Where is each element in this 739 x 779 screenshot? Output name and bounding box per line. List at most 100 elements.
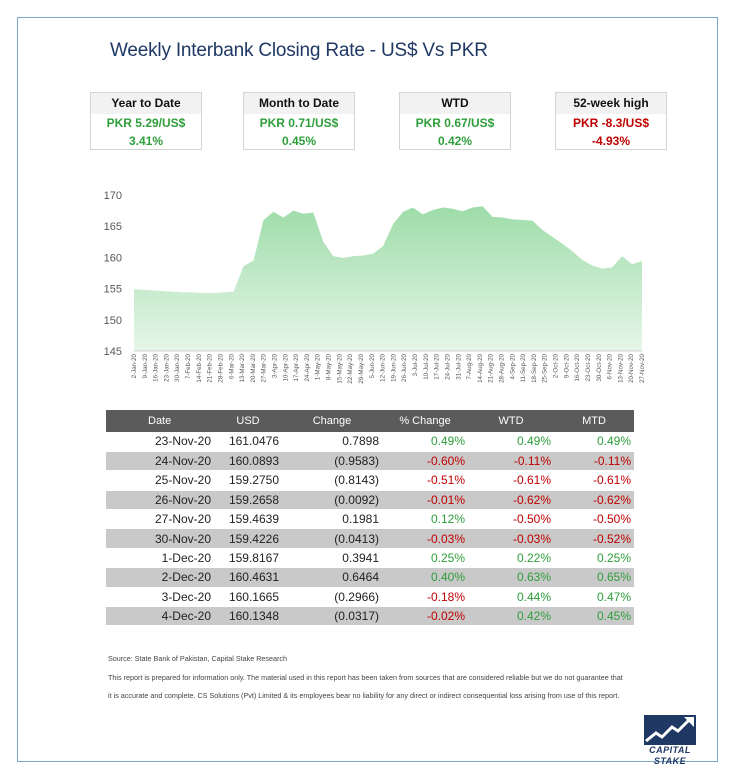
cell-pct-change: -0.18% — [382, 587, 468, 608]
x-tick-label: 23-Jan-20 — [163, 353, 170, 381]
x-tick-label: 17-Jul-20 — [434, 353, 441, 379]
y-tick-label: 155 — [104, 284, 122, 296]
cell-date: 2-Dec-20 — [106, 567, 214, 588]
cell-wtd: -0.03% — [468, 528, 554, 549]
cell-change: (0.0413) — [282, 528, 382, 549]
cell-pct-change: -0.51% — [382, 470, 468, 491]
cell-date: 23-Nov-20 — [106, 432, 214, 452]
x-tick-label: 9-Oct-20 — [563, 353, 570, 378]
kpi-percent: -4.93% — [591, 134, 631, 148]
kpi-year-to-date: Year to Date PKR 5.29/US$ 3.41% — [90, 92, 202, 150]
x-tick-label: 8-May-20 — [326, 353, 333, 380]
x-tick-label: 28-Aug-20 — [499, 353, 506, 382]
cell-usd: 159.4226 — [214, 528, 282, 549]
cell-wtd: 0.22% — [468, 548, 554, 569]
kpi-percent: 3.41% — [128, 134, 164, 148]
table-row: 3-Dec-20 160.1665 (0.2966) -0.18% 0.44% 0.47% — [106, 587, 634, 608]
x-tick-label: 21-Aug-20 — [488, 353, 495, 382]
cell-wtd: 0.49% — [468, 432, 554, 452]
cell-mtd: -0.50% — [554, 509, 634, 530]
table-row: 1-Dec-20 159.8167 0.3941 0.25% 0.22% 0.25% — [106, 548, 634, 569]
cell-mtd: 0.47% — [554, 587, 634, 608]
kpi-month-to-date: Month to Date PKR 0.71/US$ 0.45% — [243, 92, 355, 150]
x-tick-label: 28-Feb-20 — [218, 353, 225, 382]
cell-wtd: -0.62% — [468, 490, 554, 511]
cell-usd: 161.0476 — [214, 432, 282, 452]
x-tick-label: 4-Sep-20 — [509, 353, 516, 379]
x-tick-label: 13-Mar-20 — [239, 353, 246, 382]
cell-change: (0.0317) — [282, 606, 382, 627]
cell-change: 0.3941 — [282, 548, 382, 569]
x-tick-label: 27-Mar-20 — [261, 353, 268, 382]
x-tick-label: 7-Aug-20 — [466, 353, 473, 379]
x-tick-label: 13-Nov-20 — [617, 353, 624, 382]
x-tick-label: 3-Jul-20 — [412, 353, 419, 376]
cell-wtd: -0.61% — [468, 470, 554, 491]
x-tick-label: 22-May-20 — [347, 353, 354, 383]
kpi-label: Year to Date — [91, 93, 201, 114]
cell-mtd: 0.45% — [554, 606, 634, 627]
cell-usd: 160.1665 — [214, 587, 282, 608]
table-header-row: Date USD Change % Change WTD MTD — [106, 410, 634, 432]
cell-mtd: -0.52% — [554, 528, 634, 549]
x-tick-label: 25-Sep-20 — [542, 353, 549, 382]
cell-change: (0.8143) — [282, 470, 382, 491]
x-tick-label: 7-Feb-20 — [185, 353, 192, 379]
cell-pct-change: -0.02% — [382, 606, 468, 627]
x-tick-label: 30-Jan-20 — [174, 353, 181, 381]
cell-date: 3-Dec-20 — [106, 587, 214, 608]
x-tick-label: 15-May-20 — [336, 353, 343, 383]
kpi-label: Month to Date — [244, 93, 354, 114]
cell-date: 24-Nov-20 — [106, 451, 214, 472]
x-tick-label: 5-Jun-20 — [369, 353, 376, 378]
cell-change: (0.0092) — [282, 490, 382, 511]
cell-wtd: -0.50% — [468, 509, 554, 530]
y-tick-label: 170 — [104, 190, 122, 202]
col-header-pct-change: % Change — [382, 410, 468, 432]
kpi-value: PKR 5.29/US$ — [106, 116, 186, 130]
col-header-wtd: WTD — [468, 410, 554, 432]
cell-date: 4-Dec-20 — [106, 606, 214, 627]
cell-pct-change: -0.60% — [382, 451, 468, 472]
x-tick-label: 21-Feb-20 — [207, 353, 214, 382]
cell-usd: 159.4639 — [214, 509, 282, 530]
disclaimer-line-2: it is accurate and complete. CS Solution… — [108, 691, 620, 700]
cell-pct-change: 0.25% — [382, 548, 468, 569]
x-tick-label: 9-Jan-20 — [142, 353, 149, 378]
cell-change: (0.9583) — [282, 451, 382, 472]
cell-change: 0.1981 — [282, 509, 382, 530]
x-tick-label: 6-Mar-20 — [228, 353, 235, 379]
x-tick-label: 17-Apr-20 — [293, 353, 300, 381]
kpi-label: WTD — [400, 93, 510, 114]
report-title: Weekly Interbank Closing Rate - US$ Vs P… — [110, 40, 488, 61]
x-tick-label: 20-Nov-20 — [628, 353, 635, 382]
x-tick-label: 19-Jun-20 — [390, 353, 397, 381]
cell-pct-change: 0.40% — [382, 567, 468, 588]
x-tick-label: 18-Sep-20 — [531, 353, 538, 382]
cell-mtd: -0.11% — [554, 451, 634, 472]
x-tick-label: 29-May-20 — [358, 353, 365, 383]
cell-change: 0.6464 — [282, 567, 382, 588]
cell-mtd: 0.25% — [554, 548, 634, 569]
table-row: 25-Nov-20 159.2750 (0.8143) -0.51% -0.61% -0.… — [106, 470, 634, 491]
cell-usd: 160.0893 — [214, 451, 282, 472]
x-tick-label: 6-Nov-20 — [607, 353, 614, 379]
cell-usd: 159.8167 — [214, 548, 282, 569]
cell-date: 26-Nov-20 — [106, 490, 214, 511]
cell-pct-change: 0.12% — [382, 509, 468, 530]
x-tick-label: 27-Nov-20 — [639, 353, 646, 382]
kpi-percent: 0.45% — [281, 134, 317, 148]
x-tick-label: 3-Apr-20 — [272, 353, 279, 378]
cell-usd: 159.2658 — [214, 490, 282, 511]
report-frame — [17, 17, 718, 762]
x-tick-label: 26-Jun-20 — [401, 353, 408, 381]
y-tick-label: 165 — [104, 221, 122, 233]
table-row: 27-Nov-20 159.4639 0.1981 0.12% -0.50% -0.50% — [106, 509, 634, 530]
cell-change: (0.2966) — [282, 587, 382, 608]
usd-pkr-area-chart: 145 150 155 160 165 170 2-Jan-20 9-Jan-20 16-Jan… — [104, 190, 646, 384]
cell-usd: 160.1348 — [214, 606, 282, 627]
x-tick-label: 2-Oct-20 — [553, 353, 560, 378]
kpi-value: PKR 0.67/US$ — [415, 116, 495, 130]
col-header-mtd: MTD — [554, 410, 634, 432]
kpi-value: PKR -8.3/US$ — [572, 116, 650, 130]
